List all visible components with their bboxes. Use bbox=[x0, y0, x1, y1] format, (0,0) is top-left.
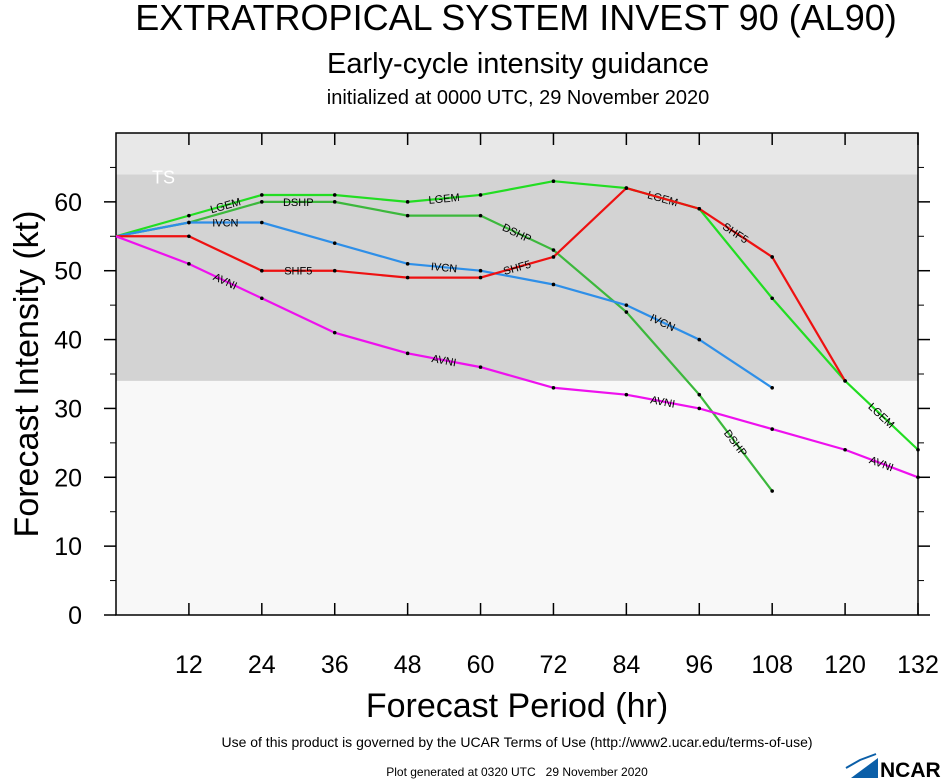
band-label-ts: TS bbox=[152, 168, 175, 188]
generated-time: Plot generated at 0320 UTC 29 November 2… bbox=[386, 765, 648, 779]
data-point-avni bbox=[697, 406, 702, 411]
y-tick-label: 10 bbox=[54, 533, 82, 561]
data-point-shf5 bbox=[405, 275, 410, 280]
data-point-ivcn bbox=[332, 241, 337, 245]
series-label-ivcn: IVCN bbox=[212, 218, 238, 230]
plot-area: TS CAT1 12 24 36 48 60 72 84 96 108 120 132 0 10 20 30 40… bbox=[54, 108, 939, 679]
series-line-lgem bbox=[115, 180, 919, 451]
data-point-ivcn bbox=[551, 282, 556, 287]
data-point-ivcn bbox=[405, 262, 410, 266]
series-label-dshp: DSHP bbox=[283, 197, 314, 209]
series-label-shf5: SHF5 bbox=[284, 266, 312, 278]
data-point-lgem bbox=[405, 200, 410, 204]
ncar-logo-swoosh bbox=[845, 753, 877, 769]
data-point-dshp bbox=[332, 200, 337, 204]
data-point-dshp bbox=[260, 200, 264, 204]
x-tick-label: 12 bbox=[175, 651, 203, 679]
series-line-ivcn bbox=[115, 221, 773, 389]
data-point-ivcn bbox=[624, 303, 629, 307]
ncar-logo-text: NCAR bbox=[880, 759, 941, 780]
y-tick-label: 0 bbox=[68, 602, 82, 630]
data-point-avni bbox=[260, 296, 264, 301]
series-label-lgem: LGEM bbox=[428, 192, 460, 207]
series-line-dshp bbox=[115, 200, 774, 492]
data-point-dshp bbox=[405, 213, 410, 218]
chart-subtitle: Early-cycle intensity guidance bbox=[327, 48, 709, 80]
data-point-lgem bbox=[332, 193, 337, 197]
data-point-lgem bbox=[770, 296, 774, 301]
x-tick-label: 60 bbox=[467, 651, 495, 679]
data-point-avni bbox=[770, 427, 774, 431]
x-tick-label: 120 bbox=[824, 651, 866, 679]
data-point-shf5 bbox=[332, 268, 337, 273]
data-point-lgem bbox=[260, 193, 264, 197]
x-tick-label: 108 bbox=[751, 651, 793, 679]
band-label-cat1: CAT1 bbox=[140, 108, 182, 127]
series-label-avni: AVNI bbox=[431, 353, 458, 369]
data-point-shf5 bbox=[624, 186, 629, 190]
data-point-avni bbox=[916, 475, 920, 480]
data-point-dshp bbox=[478, 213, 483, 218]
x-tick-label: 132 bbox=[897, 651, 939, 679]
y-axis-label: Forecast Intensity (kt) bbox=[8, 211, 46, 538]
data-point-dshp bbox=[770, 489, 774, 493]
data-point-avni bbox=[624, 392, 629, 397]
data-point-avni bbox=[187, 262, 191, 266]
y-tick-label: 30 bbox=[54, 395, 82, 423]
ncar-logo-mark bbox=[851, 758, 878, 778]
data-point-dshp bbox=[697, 392, 702, 397]
data-point-lgem bbox=[916, 447, 920, 452]
data-point-ivcn bbox=[478, 268, 483, 273]
series-line-avni bbox=[115, 235, 919, 479]
y-tick-label: 40 bbox=[54, 327, 82, 355]
x-tick-label: 72 bbox=[540, 651, 568, 679]
data-point-shf5 bbox=[843, 379, 847, 383]
data-point-avni bbox=[478, 365, 483, 369]
data-point-shf5 bbox=[260, 268, 264, 273]
data-point-shf5 bbox=[551, 255, 556, 259]
y-tick-label: 50 bbox=[54, 258, 82, 286]
y-tick-label: 60 bbox=[54, 189, 82, 217]
data-point-avni bbox=[843, 447, 847, 452]
data-point-shf5 bbox=[187, 234, 191, 239]
series-label-ivcn: IVCN bbox=[430, 261, 457, 275]
x-axis-label: Forecast Period (hr) bbox=[366, 687, 668, 725]
x-tick-label: 24 bbox=[248, 651, 276, 679]
data-point-shf5 bbox=[478, 275, 483, 280]
terms-of-use: Use of this product is governed by the U… bbox=[221, 734, 812, 750]
x-tick-label: 48 bbox=[394, 651, 422, 679]
data-point-ivcn bbox=[260, 220, 264, 225]
x-tick-label: 96 bbox=[685, 651, 713, 679]
data-point-avni bbox=[405, 351, 410, 356]
data-point-lgem bbox=[551, 179, 556, 183]
ncar-logo: NCAR bbox=[845, 753, 941, 780]
chart-title: EXTRATROPICAL SYSTEM INVEST 90 (AL90) bbox=[135, 0, 897, 38]
x-tick-label: 36 bbox=[321, 651, 349, 679]
data-point-lgem bbox=[187, 213, 191, 218]
data-point-shf5 bbox=[770, 255, 774, 259]
band-cat1 bbox=[116, 133, 918, 175]
data-point-lgem bbox=[478, 193, 483, 197]
data-point-avni bbox=[551, 385, 556, 390]
y-tick-label: 20 bbox=[54, 464, 82, 492]
data-point-shf5 bbox=[697, 206, 702, 211]
data-point-ivcn bbox=[697, 337, 702, 342]
x-tick-label: 84 bbox=[612, 651, 640, 679]
data-point-ivcn bbox=[187, 220, 191, 225]
data-point-dshp bbox=[624, 310, 629, 314]
series-label-avni: AVNI bbox=[649, 394, 676, 410]
data-point-ivcn bbox=[770, 385, 774, 390]
data-point-dshp bbox=[551, 248, 556, 252]
init-line: initialized at 0000 UTC, 29 November 202… bbox=[327, 87, 709, 109]
data-point-avni bbox=[332, 330, 337, 335]
